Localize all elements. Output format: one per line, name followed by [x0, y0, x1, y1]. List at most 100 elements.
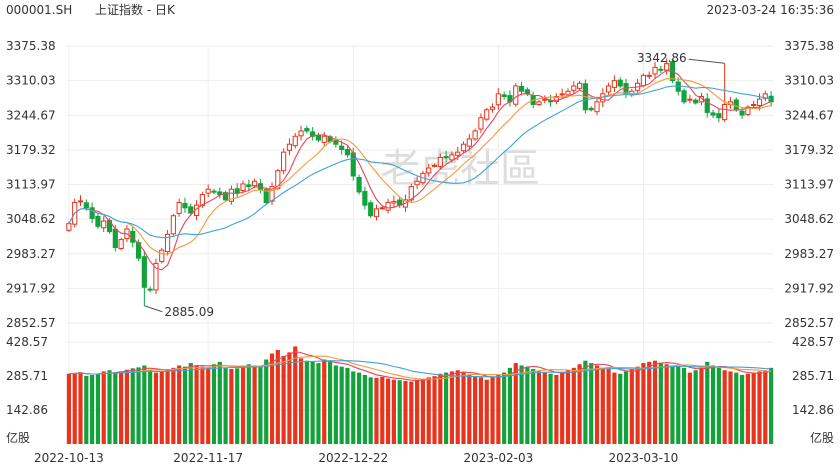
candle-body: [147, 288, 153, 291]
volume-bar: [275, 349, 280, 444]
volume-tick-label-right: 142.86: [792, 403, 834, 417]
candle-body: [484, 109, 490, 120]
volume-bar: [681, 367, 687, 444]
volume-bar: [554, 374, 559, 444]
candle-body: [315, 134, 322, 141]
volume-bar: [693, 370, 698, 444]
volume-bar: [200, 366, 205, 444]
volume-bar: [217, 361, 222, 444]
volume-bar: [571, 367, 576, 444]
price-tick-label-right: 3179.32: [784, 143, 834, 157]
candle-body: [577, 82, 583, 89]
candle-body: [565, 90, 571, 96]
volume-bar: [641, 363, 646, 444]
volume-bar: [403, 380, 408, 444]
candle-body: [536, 101, 542, 105]
candle-body: [246, 184, 252, 188]
volume-tick-label-left: 142.86: [6, 403, 48, 417]
volume-bar: [478, 377, 484, 444]
candle-body: [455, 151, 461, 156]
candle-body: [95, 215, 101, 227]
volume-bar: [757, 371, 762, 444]
volume-bar: [426, 377, 431, 444]
volume-bar: [519, 365, 524, 444]
volume-bar: [107, 370, 112, 444]
date-tick-label: 2022-12-22: [318, 451, 388, 465]
candle-body: [756, 98, 763, 106]
candle-body: [217, 191, 223, 196]
price-tick-label-left: 3375.38: [6, 39, 56, 53]
header-name: 上证指数 - 日K: [95, 2, 176, 17]
candle-body: [292, 135, 298, 147]
candle-body: [170, 215, 176, 235]
volume-bar: [415, 379, 420, 444]
price-tick-label-left: 3310.03: [6, 74, 56, 88]
candle-body: [652, 66, 658, 75]
volume-bar: [136, 367, 141, 444]
volume-bar: [618, 373, 623, 444]
volume-bar: [722, 370, 727, 444]
volume-bar: [397, 380, 402, 444]
candle-body: [553, 96, 559, 102]
volume-bar: [664, 364, 669, 444]
volume-bar: [188, 363, 193, 444]
price-tick-label-left: 3048.62: [6, 212, 56, 226]
candle-body: [77, 200, 84, 203]
volume-bar: [304, 360, 309, 444]
volume-bar: [444, 372, 449, 444]
candle-body: [362, 190, 368, 206]
price-tick-label-right: 3310.03: [784, 74, 834, 88]
candle-body: [513, 85, 519, 105]
volume-bar: [101, 371, 106, 444]
volume-bar: [252, 365, 257, 444]
volume-bar: [269, 353, 275, 444]
volume-average-lines: [68, 351, 772, 382]
volume-bar: [287, 352, 292, 444]
candle-body: [495, 93, 501, 106]
candle-body: [234, 188, 240, 194]
volume-bar: [769, 367, 774, 444]
moving-average-lines: [68, 69, 772, 271]
candle-body: [751, 103, 757, 106]
candle-body: [646, 74, 652, 77]
volume-bar: [589, 363, 594, 444]
price-tick-label-right: 2917.92: [784, 281, 834, 295]
volume-bar: [339, 366, 344, 444]
candle-body: [687, 98, 693, 101]
volume-bar: [548, 373, 553, 444]
volume-bar: [751, 372, 756, 444]
volume-bar: [484, 379, 489, 444]
candle-body: [449, 154, 455, 161]
volume-bar: [380, 376, 385, 444]
header-datetime: 2023-03-24 16:35:36: [707, 3, 834, 17]
volume-unit-left: 亿股: [6, 430, 30, 445]
volume-bar: [223, 367, 228, 444]
candle-body: [356, 176, 362, 193]
candle-body: [252, 180, 258, 187]
volume-bar: [455, 370, 460, 444]
candle-body: [408, 186, 414, 201]
volume-bar: [670, 365, 675, 444]
volume-bar: [368, 377, 373, 444]
candle-body: [188, 206, 194, 214]
candle-body: [559, 93, 565, 96]
candle-body: [710, 112, 716, 116]
price-tick-label-left: 3179.32: [6, 143, 56, 157]
price-tick-label-left: 3244.67: [6, 108, 56, 122]
candle-body: [298, 130, 304, 137]
candle-body: [681, 90, 687, 103]
volume-bar: [728, 371, 733, 444]
volume-bar: [594, 365, 600, 444]
volume-bar: [507, 367, 513, 444]
ma20-line: [68, 85, 772, 239]
price-tick-label-right: 2983.27: [784, 247, 834, 261]
candle-body: [733, 99, 739, 111]
candle-body: [379, 207, 385, 210]
volume-bar: [560, 372, 565, 444]
volume-tick-label-right: 428.57: [792, 335, 834, 349]
volume-bar: [281, 355, 286, 444]
price-tick-label-right: 3113.97: [784, 178, 834, 192]
volume-bar: [327, 361, 333, 444]
candle-body: [640, 74, 647, 87]
